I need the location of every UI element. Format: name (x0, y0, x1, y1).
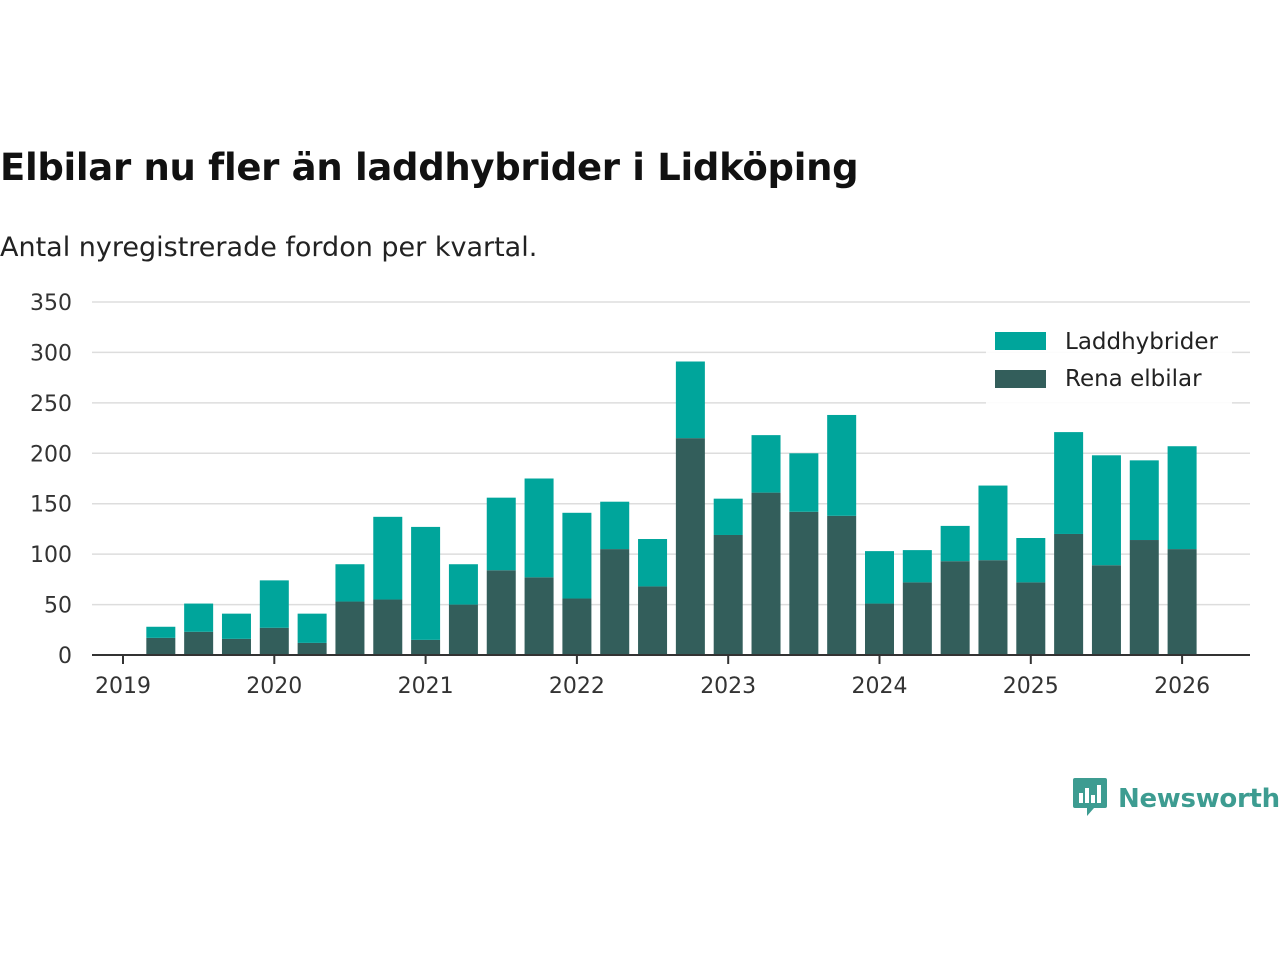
y-tick-label: 150 (30, 493, 72, 518)
bar-laddhybrider (600, 501, 630, 550)
bar-rena-elbilar (1129, 540, 1159, 655)
bars (146, 361, 1197, 655)
bar-rena-elbilar (146, 637, 176, 655)
x-tick-label: 2024 (852, 674, 908, 699)
bar-laddhybrider (1016, 538, 1046, 583)
bar-laddhybrider (1129, 460, 1159, 541)
y-tick-label: 300 (30, 341, 72, 366)
bar-rena-elbilar (411, 639, 441, 655)
bar-rena-elbilar (486, 570, 516, 655)
y-tick-label: 250 (30, 392, 72, 417)
bar-rena-elbilar (1054, 533, 1084, 655)
bar-laddhybrider (902, 550, 932, 583)
bar-laddhybrider (638, 539, 668, 587)
bar-laddhybrider (1167, 446, 1197, 550)
x-tick-label: 2026 (1154, 674, 1210, 699)
bar-rena-elbilar (335, 601, 365, 655)
bar-rena-elbilar (1167, 549, 1197, 655)
bar-rena-elbilar (524, 577, 554, 655)
bar-rena-elbilar (827, 515, 857, 655)
y-tick-label: 50 (44, 594, 72, 619)
bar-laddhybrider (713, 498, 743, 535)
bar-rena-elbilar (902, 582, 932, 655)
legend-swatch-rena-elbilar (995, 370, 1046, 388)
bar-laddhybrider (789, 453, 819, 512)
bar-rena-elbilar (184, 631, 214, 655)
bar-rena-elbilar (789, 511, 819, 655)
bar-rena-elbilar (978, 560, 1008, 655)
bar-rena-elbilar (259, 627, 289, 655)
y-tick-label: 200 (30, 442, 72, 467)
bar-rena-elbilar (448, 604, 478, 655)
bar-laddhybrider (978, 485, 1008, 561)
bar-laddhybrider (259, 580, 289, 628)
bar-rena-elbilar (373, 599, 403, 655)
bar-laddhybrider (486, 497, 516, 571)
brand-logo: Newsworthy (1072, 776, 1280, 822)
y-tick-label: 350 (30, 291, 72, 316)
bar-laddhybrider (1054, 432, 1084, 534)
bar-laddhybrider (221, 613, 251, 639)
legend-swatch-laddhybrider (995, 332, 1046, 350)
bar-laddhybrider (146, 626, 176, 638)
newsworthy-logo-icon (1072, 776, 1108, 822)
bar-laddhybrider (562, 512, 592, 599)
chart-title: Elbilar nu fler än laddhybrider i Lidköp… (0, 146, 859, 189)
bar-laddhybrider (335, 564, 365, 602)
bar-laddhybrider (184, 603, 214, 632)
bar-rena-elbilar (940, 561, 970, 655)
y-tick-label: 0 (58, 644, 72, 669)
bar-rena-elbilar (713, 534, 743, 655)
bar-laddhybrider (827, 414, 857, 516)
bar-rena-elbilar (751, 492, 781, 655)
x-tick-label: 2022 (549, 674, 605, 699)
bar-laddhybrider (1091, 455, 1121, 566)
y-tick-label: 100 (30, 543, 72, 568)
bar-laddhybrider (297, 613, 327, 643)
bar-laddhybrider (524, 478, 554, 578)
bar-rena-elbilar (675, 438, 705, 655)
legend-label-laddhybrider: Laddhybrider (1065, 329, 1218, 355)
bar-rena-elbilar (221, 638, 251, 655)
bar-laddhybrider (373, 516, 403, 600)
chart-subtitle: Antal nyregistrerade fordon per kvartal. (0, 232, 538, 263)
legend: Laddhybrider Rena elbilar (986, 322, 1232, 404)
x-axis-ticks: 2019 2020 2021 2022 2023 2024 2025 2026 (95, 655, 1210, 699)
bar-rena-elbilar (1091, 565, 1121, 655)
bar-laddhybrider (411, 526, 441, 640)
bar-rena-elbilar (1016, 582, 1046, 655)
bar-rena-elbilar (562, 598, 592, 655)
legend-label-rena-elbilar: Rena elbilar (1065, 366, 1202, 392)
bar-laddhybrider (865, 551, 894, 604)
x-tick-label: 2021 (398, 674, 454, 699)
bar-rena-elbilar (638, 586, 668, 655)
bar-laddhybrider (940, 525, 970, 562)
bar-laddhybrider (448, 564, 478, 605)
x-tick-label: 2019 (95, 674, 151, 699)
x-tick-label: 2025 (1003, 674, 1059, 699)
bar-laddhybrider (675, 361, 705, 439)
bar-rena-elbilar (297, 642, 327, 655)
brand-name: Newsworthy (1118, 784, 1280, 814)
bar-laddhybrider (751, 435, 781, 493)
bar-rena-elbilar (600, 549, 630, 655)
x-tick-label: 2023 (700, 674, 756, 699)
y-axis-ticks: 0 50 100 150 200 250 300 350 (30, 291, 72, 669)
x-tick-label: 2020 (246, 674, 302, 699)
bar-rena-elbilar (865, 603, 894, 655)
